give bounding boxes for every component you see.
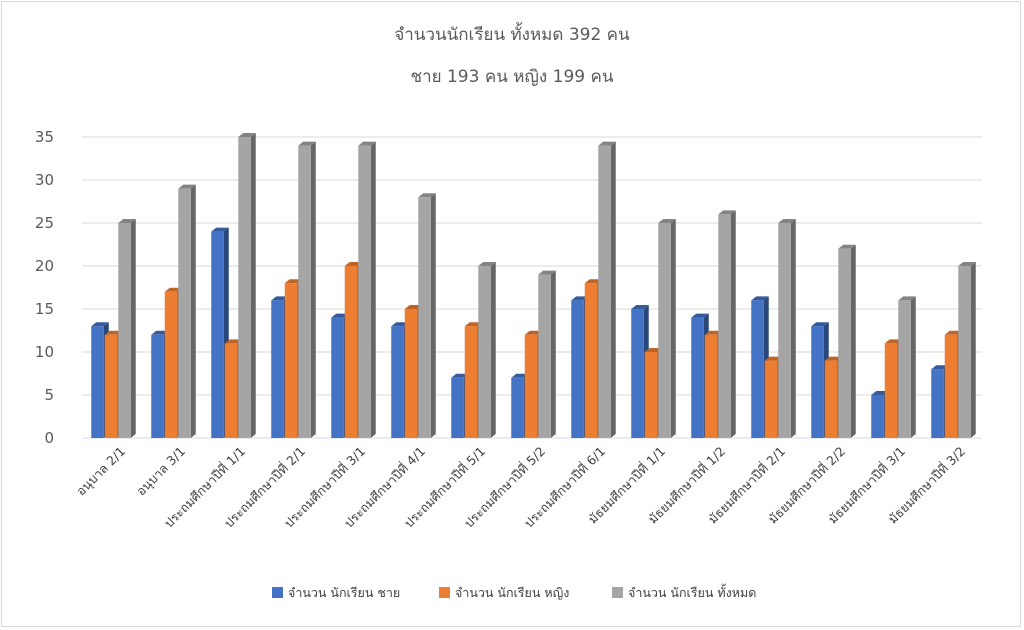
legend-label: จำนวน นักเรียน ชาย (288, 585, 400, 600)
bar (298, 141, 316, 438)
legend: จำนวน นักเรียน ชาย จำนวน นักเรียน หญิง จำน… (272, 583, 756, 600)
bar (898, 296, 916, 438)
bar (178, 184, 196, 438)
bar (958, 262, 976, 438)
bar (718, 210, 736, 438)
bar (238, 133, 256, 438)
y-tick-label: 25 (35, 214, 54, 232)
legend-label: จำนวน นักเรียน หญิง (455, 585, 569, 600)
y-tick-label: 0 (44, 429, 54, 447)
bar (598, 141, 616, 438)
chart-title-block: จำนวนนักเรียน ทั้งหมด 392 คน ชาย 193 คน … (394, 22, 630, 87)
y-tick-label: 15 (35, 300, 54, 318)
legend-label: จำนวน นักเรียน ทั้งหมด (628, 583, 756, 600)
x-category-label: อนุบาล 2/1 (73, 444, 129, 500)
bar (658, 219, 676, 438)
bar (418, 193, 436, 438)
chart-subtitle: ชาย 193 คน หญิง 199 คน (411, 67, 614, 87)
x-category-label: อนุบาล 3/1 (133, 444, 189, 500)
y-tick-label: 35 (35, 128, 54, 146)
y-tick-label: 20 (35, 257, 54, 275)
legend-swatch (612, 587, 623, 598)
bar (358, 141, 376, 438)
legend-swatch (272, 587, 283, 598)
y-tick-label: 10 (35, 343, 54, 361)
bar (838, 244, 856, 438)
y-axis-tick-labels: 0 5 10 15 20 25 30 35 (35, 128, 54, 447)
y-tick-label: 30 (35, 171, 54, 189)
bar (778, 219, 796, 438)
chart-title: จำนวนนักเรียน ทั้งหมด 392 คน (394, 22, 630, 45)
bar (478, 262, 496, 438)
bar (538, 270, 556, 438)
y-tick-label: 5 (44, 386, 54, 404)
bars (91, 133, 976, 438)
bar (118, 219, 136, 438)
legend-swatch (439, 587, 450, 598)
